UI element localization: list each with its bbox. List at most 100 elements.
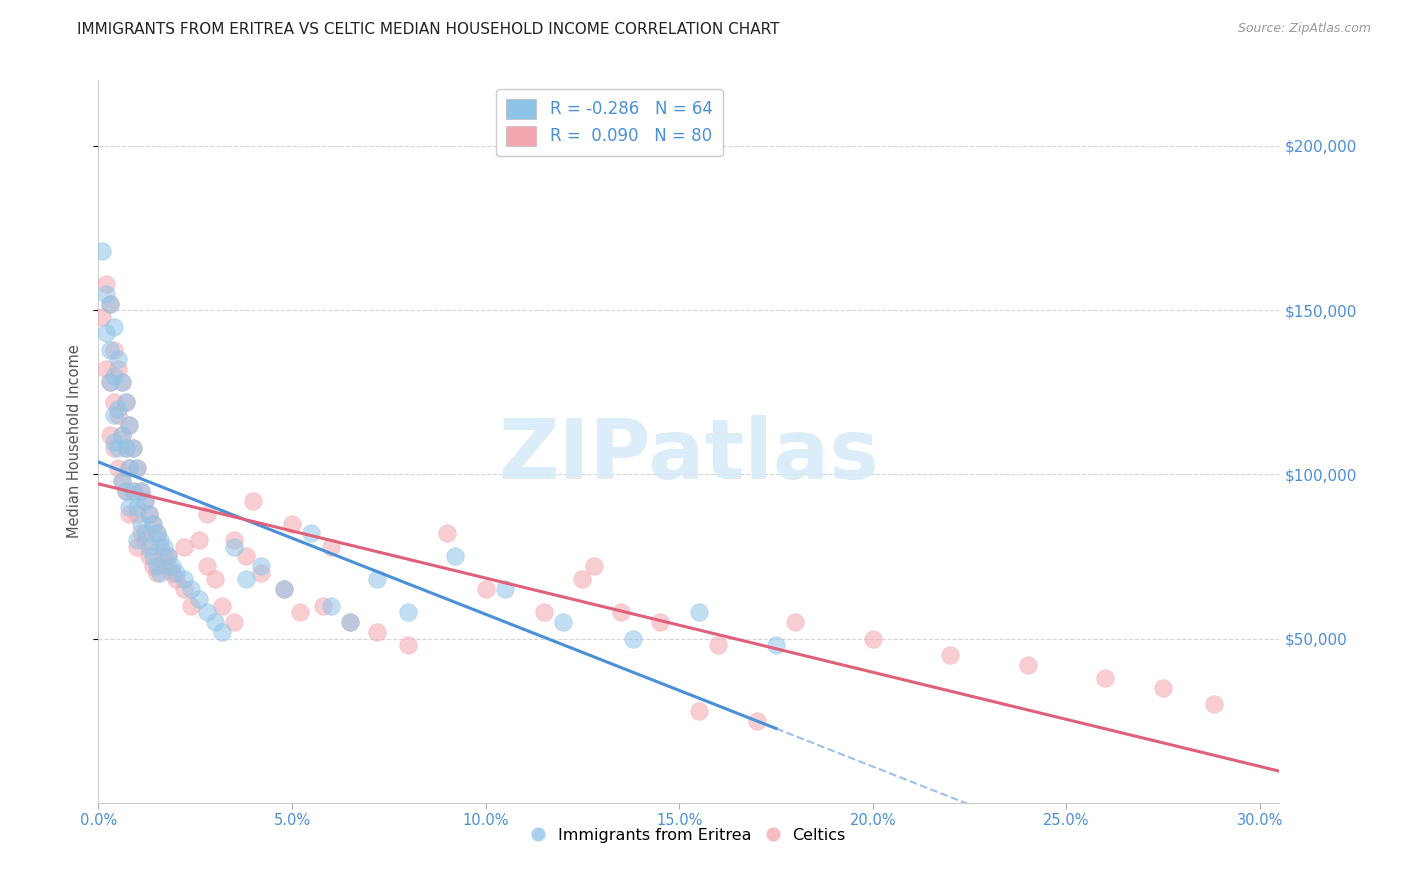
- Point: [250, 566, 273, 580]
- Point: [107, 441, 129, 455]
- Point: [366, 573, 388, 587]
- Point: [211, 625, 233, 640]
- Point: [91, 244, 114, 258]
- Point: [107, 460, 129, 475]
- Point: [165, 566, 187, 580]
- Point: [222, 540, 245, 554]
- Point: [118, 460, 141, 475]
- Point: [765, 638, 787, 652]
- Point: [785, 615, 807, 630]
- Point: [98, 296, 121, 310]
- Point: [98, 376, 121, 390]
- Point: [312, 599, 335, 613]
- Point: [142, 516, 165, 531]
- Point: [142, 549, 165, 564]
- Point: [551, 615, 574, 630]
- Y-axis label: Median Household Income: Median Household Income: [67, 344, 83, 539]
- Point: [648, 615, 671, 630]
- Point: [118, 460, 141, 475]
- Point: [436, 526, 458, 541]
- Point: [103, 434, 125, 449]
- Point: [103, 319, 125, 334]
- Point: [149, 533, 172, 547]
- Point: [122, 483, 145, 498]
- Point: [127, 460, 149, 475]
- Point: [111, 428, 134, 442]
- Point: [745, 714, 768, 728]
- Point: [571, 573, 593, 587]
- Point: [195, 507, 218, 521]
- Point: [299, 526, 322, 541]
- Point: [98, 376, 121, 390]
- Point: [127, 460, 149, 475]
- Point: [107, 362, 129, 376]
- Point: [610, 605, 633, 619]
- Point: [153, 549, 176, 564]
- Text: Source: ZipAtlas.com: Source: ZipAtlas.com: [1237, 22, 1371, 36]
- Point: [621, 632, 644, 646]
- Point: [111, 474, 134, 488]
- Point: [111, 428, 134, 442]
- Point: [96, 277, 118, 291]
- Point: [165, 573, 187, 587]
- Point: [111, 376, 134, 390]
- Point: [118, 418, 141, 433]
- Point: [138, 549, 160, 564]
- Point: [273, 582, 295, 597]
- Point: [111, 376, 134, 390]
- Point: [129, 516, 152, 531]
- Point: [443, 549, 465, 564]
- Point: [127, 540, 149, 554]
- Point: [142, 559, 165, 574]
- Point: [157, 549, 180, 564]
- Point: [1152, 681, 1174, 695]
- Point: [96, 286, 118, 301]
- Point: [107, 409, 129, 423]
- Point: [114, 483, 136, 498]
- Point: [129, 483, 152, 498]
- Point: [134, 493, 156, 508]
- Point: [114, 441, 136, 455]
- Point: [107, 401, 129, 416]
- Point: [127, 507, 149, 521]
- Point: [533, 605, 555, 619]
- Point: [173, 573, 195, 587]
- Point: [138, 507, 160, 521]
- Point: [103, 409, 125, 423]
- Point: [211, 599, 233, 613]
- Point: [242, 493, 264, 508]
- Point: [142, 516, 165, 531]
- Point: [103, 395, 125, 409]
- Point: [180, 599, 202, 613]
- Point: [204, 573, 226, 587]
- Point: [149, 566, 172, 580]
- Point: [103, 441, 125, 455]
- Point: [107, 352, 129, 367]
- Point: [188, 592, 211, 607]
- Point: [222, 533, 245, 547]
- Point: [134, 493, 156, 508]
- Point: [118, 418, 141, 433]
- Point: [160, 566, 183, 580]
- Point: [129, 526, 152, 541]
- Point: [153, 540, 176, 554]
- Point: [114, 395, 136, 409]
- Point: [235, 573, 257, 587]
- Point: [134, 526, 156, 541]
- Point: [160, 559, 183, 574]
- Point: [127, 500, 149, 515]
- Point: [129, 483, 152, 498]
- Point: [98, 296, 121, 310]
- Point: [114, 441, 136, 455]
- Point: [96, 362, 118, 376]
- Point: [103, 343, 125, 357]
- Point: [222, 615, 245, 630]
- Point: [157, 559, 180, 574]
- Point: [195, 605, 218, 619]
- Point: [157, 549, 180, 564]
- Point: [494, 582, 516, 597]
- Point: [339, 615, 361, 630]
- Point: [707, 638, 730, 652]
- Point: [1017, 657, 1039, 672]
- Point: [145, 566, 167, 580]
